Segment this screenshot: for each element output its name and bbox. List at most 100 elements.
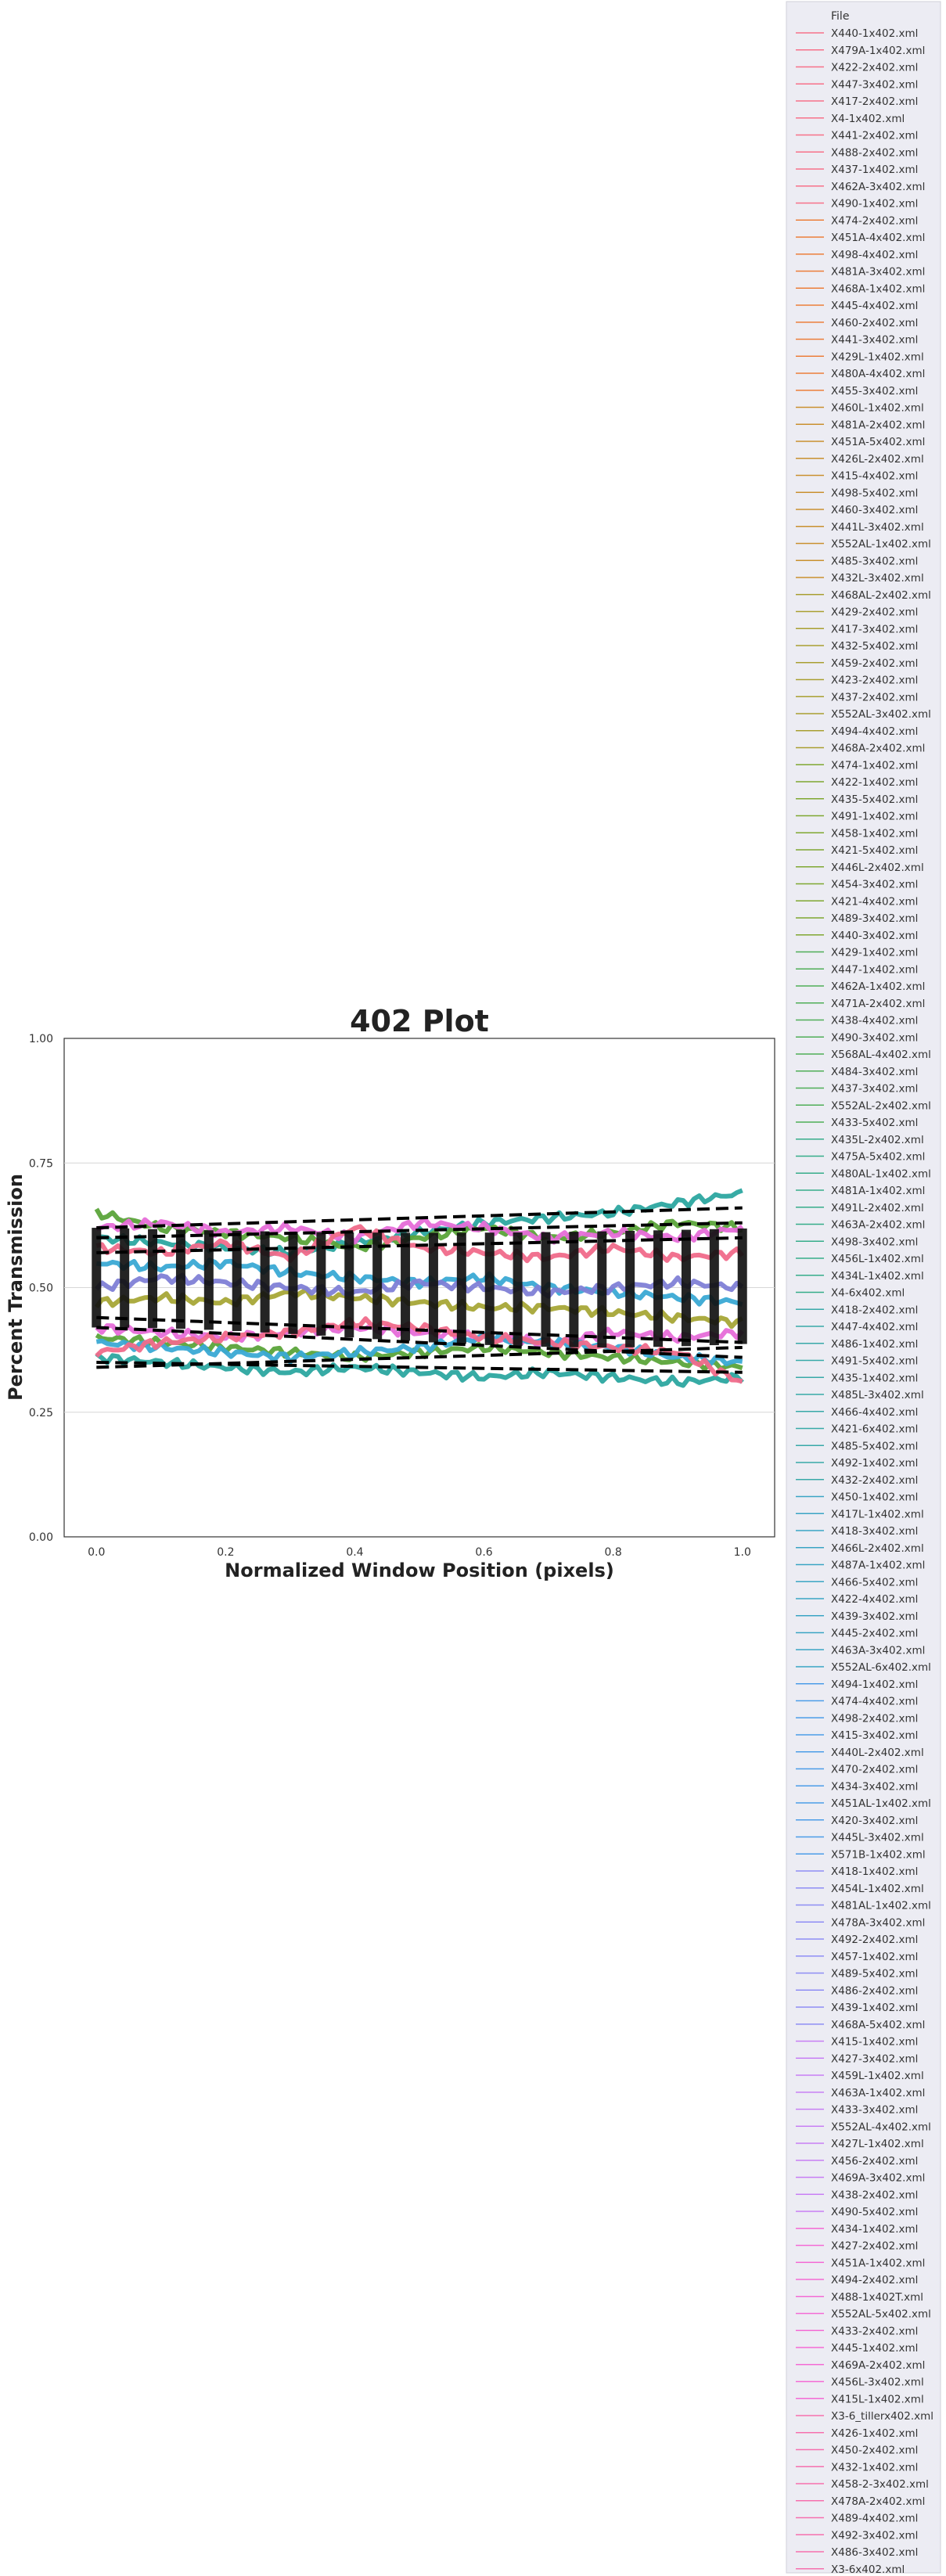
legend-label: X417L-1x402.xml [831,1508,924,1520]
legend-label: X490-1x402.xml [831,198,918,210]
legend-label: X434L-1x402.xml [831,1270,924,1283]
legend-label: X432-2x402.xml [831,1474,918,1487]
chart-title: 402 Plot [350,1004,489,1038]
legend-label: X492-1x402.xml [831,1457,918,1470]
x-tick-label: 0.4 [346,1546,363,1559]
legend-label: X421-4x402.xml [831,895,918,908]
legend-label: X481A-2x402.xml [831,419,925,431]
x-tick-label: 0.6 [475,1546,492,1559]
black-band [232,1230,242,1331]
legend-label: X434-1x402.xml [831,2223,918,2236]
legend-label: X469A-3x402.xml [831,2172,925,2185]
legend-label: X474-1x402.xml [831,759,918,772]
legend-label: X423-2x402.xml [831,675,918,687]
legend-label: X454L-1x402.xml [831,1883,924,1895]
fit-line [96,1326,743,1359]
legend-label: X489-4x402.xml [831,2513,918,2525]
legend-label: X440L-2x402.xml [831,1747,924,1759]
y-axis-label: Percent Transmission [5,1174,27,1401]
legend-label: X491-5x402.xml [831,1355,918,1368]
legend-label: X466-5x402.xml [831,1576,918,1588]
black-band [316,1232,326,1336]
legend-label: X441-2x402.xml [831,130,918,142]
legend-label: X418-2x402.xml [831,1304,918,1316]
legend-label: X460-2x402.xml [831,317,918,329]
legend-label: X445-2x402.xml [831,1628,918,1640]
black-band [428,1232,438,1343]
legend-label: X437-1x402.xml [831,164,918,176]
legend-label: X460L-1x402.xml [831,402,924,415]
legend-label: X491L-2x402.xml [831,1202,924,1214]
black-band [120,1228,130,1328]
legend-label: X498-4x402.xml [831,249,918,261]
legend-label: X441-3x402.xml [831,334,918,347]
black-band [92,1228,102,1328]
legend-label: X484-3x402.xml [831,1066,918,1078]
series-line [95,1216,744,1245]
legend-label: X447-1x402.xml [831,963,918,976]
x-tick-labels: 0.0 0.2 0.4 0.6 0.8 1.0 [88,1546,751,1559]
legend-label: X435L-2x402.xml [831,1134,924,1146]
black-band [625,1230,635,1347]
legend-label: X418-1x402.xml [831,1865,918,1878]
legend-label: X450-1x402.xml [831,1491,918,1504]
legend-label: X438-4x402.xml [831,1015,918,1027]
legend-label: X447-3x402.xml [831,78,918,91]
black-band [653,1230,664,1347]
legend-label: X463A-2x402.xml [831,1219,925,1232]
legend-label: X466-4x402.xml [831,1406,918,1419]
legend-label: X474-4x402.xml [831,1696,918,1708]
legend-label: X487A-1x402.xml [831,1560,925,1572]
legend-label: X3-6x402.xml [831,2563,905,2576]
legend-label: X418-3x402.xml [831,1525,918,1538]
black-band [260,1231,270,1333]
legend-label: X463A-1x402.xml [831,2087,925,2099]
legend-label: X415-4x402.xml [831,470,918,483]
legend-label: X433-5x402.xml [831,1117,918,1129]
legend-label: X446L-2x402.xml [831,862,924,874]
legend-label: X426L-2x402.xml [831,453,924,466]
legend-label: X451A-5x402.xml [831,436,925,448]
legend-label: X417-3x402.xml [831,623,918,635]
fit-line [96,1345,743,1369]
legend: File X440-1x402.xml X479A-1x402.xml X422-2… [786,1,941,2576]
legend-label: X4-6x402.xml [831,1287,905,1300]
legend-label: X468AL-2x402.xml [831,589,931,602]
legend-label: X478A-2x402.xml [831,2495,925,2508]
black-band [513,1232,523,1347]
legend-label: X441L-3x402.xml [831,521,924,534]
legend-label: X3-6_tillerx402.xml [831,2410,933,2423]
legend-label: X568AL-4x402.xml [831,1049,931,1061]
series-line [95,1351,744,1388]
black-band [175,1229,185,1329]
fit-line [96,1221,743,1239]
legend-label: X426-1x402.xml [831,2427,918,2440]
legend-label: X437-2x402.xml [831,691,918,703]
series-line [94,1287,743,1329]
legend-label: X498-5x402.xml [831,487,918,499]
legend-label: X462A-3x402.xml [831,181,925,193]
legend-label: X481A-3x402.xml [831,266,925,279]
black-band [681,1229,691,1347]
legend-label: X485-3x402.xml [831,555,918,567]
black-band [401,1232,411,1341]
legend-label: X451AL-1x402.xml [831,1797,931,1810]
legend-label: X488-1x402T.xml [831,2291,923,2304]
legend-label: X427-2x402.xml [831,2240,918,2253]
legend-label: X481A-1x402.xml [831,1185,925,1197]
legend-label: X458-2-3x402.xml [831,2478,929,2491]
y-tick-label: 0.75 [29,1157,53,1170]
legend-label: X437-3x402.xml [831,1083,918,1096]
black-band [203,1230,214,1330]
fit-line [96,1315,743,1344]
legend-label: X481AL-1x402.xml [831,1900,931,1912]
legend-label: X494-2x402.xml [831,2274,918,2286]
legend-label: X492-2x402.xml [831,1934,918,1946]
y-tick-label: 1.00 [29,1033,53,1045]
legend-label: X415L-1x402.xml [831,2393,924,2405]
legend-label: X552AL-1x402.xml [831,538,931,551]
legend-label: X447-4x402.xml [831,1321,918,1333]
legend-label: X445-4x402.xml [831,300,918,312]
fit-line [96,1236,743,1254]
